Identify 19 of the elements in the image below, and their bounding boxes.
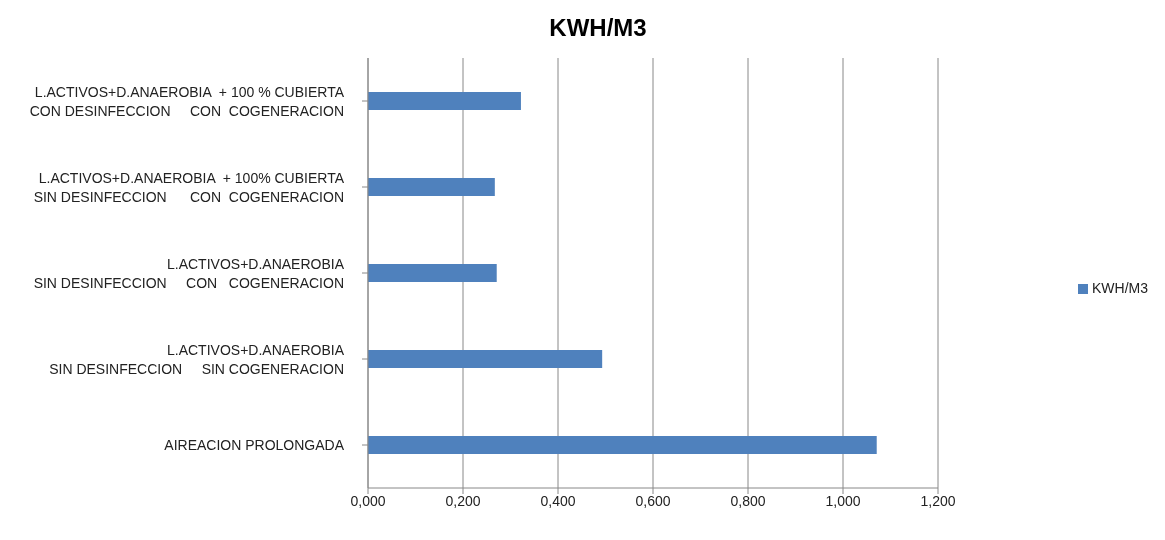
bar	[368, 264, 497, 282]
y-tick-label: AIREACION PROLONGADA	[164, 437, 345, 453]
y-tick-label: L.ACTIVOS+D.ANAEROBIA + 100% CUBIERTA SIN DESINFECCION CON COGENERACION	[33, 169, 345, 205]
y-tick-label: L.ACTIVOS+D.ANAEROBIA SIN DESINFECCION CON COGENERACION	[33, 255, 345, 291]
y-tick-label: L.ACTIVOS+D.ANAEROBIA + 100 % CUBIERTA CON DESINFECCION CON COGENERACION	[29, 83, 345, 119]
bar	[368, 350, 603, 368]
bar	[368, 178, 495, 196]
bar	[368, 92, 521, 110]
x-tick-label: 1,200	[920, 492, 956, 509]
bar	[368, 436, 877, 454]
y-tick-label: L.ACTIVOS+D.ANAEROBIA SIN DESINFECCION SIN COGENERACION	[49, 341, 345, 377]
x-tick-label: 0,800	[730, 492, 766, 509]
x-tick-label: 0,200	[445, 492, 481, 509]
x-tick-label: 0,600	[635, 492, 671, 509]
x-tick-label: 0,400	[540, 492, 576, 509]
legend-label: KWH/M3	[1092, 280, 1148, 296]
x-tick-label: 0,000	[350, 492, 386, 509]
chart-title: KWH/M3	[548, 13, 648, 43]
x-tick-label: 1,000	[825, 492, 861, 509]
